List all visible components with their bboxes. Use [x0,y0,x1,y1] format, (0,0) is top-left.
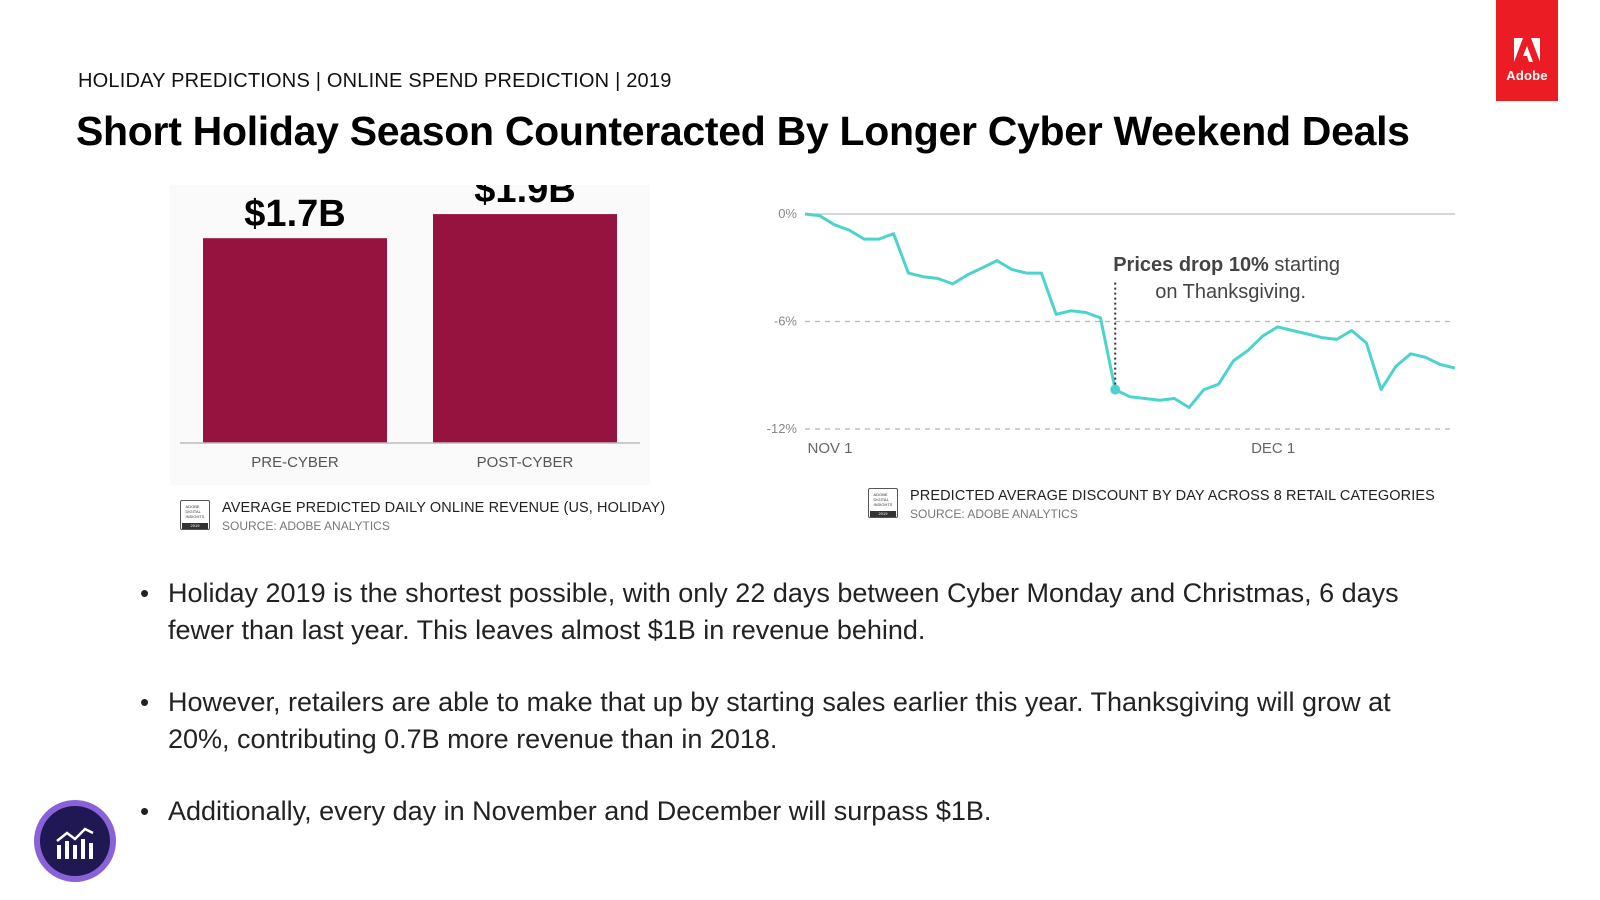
analytics-icon-inner [40,806,110,876]
line-chart: 0% -6% -12% NOV 1 DEC 1 Prices drop 10% start… [767,206,1456,457]
annotation-marker [1110,384,1121,395]
bar-chart-caption-source: SOURCE: ADOBE ANALYTICS [222,519,390,533]
bar-chart-caption-title: AVERAGE PREDICTED DAILY ONLINE REVENUE (… [222,500,666,516]
bar-post-cyber [433,214,617,443]
page-title: Short Holiday Season Counteracted By Lon… [76,108,1410,154]
x-tick-label: NOV 1 [807,440,852,457]
bar-chart-caption: ADOBE DIGITAL INSIGHTS 2019 AVERAGE PREDIC… [180,500,665,533]
bar-value-label: $1.7B [244,193,345,235]
x-tick-label: PRE-CYBER [251,454,339,471]
adobe-a-icon [1514,38,1540,62]
annotation-text-line1: Prices drop 10% starting [1113,254,1340,276]
badge-year: 2019 [870,511,896,517]
bullet-item: • Holiday 2019 is the shortest possible, … [130,575,1430,649]
y-tick-label: -6% [774,314,798,329]
bullet-icon: • [140,578,150,608]
y-tick-label: -12% [767,421,798,436]
bar-value-label: $1.9B [474,185,575,211]
kicker-text: HOLIDAY PREDICTIONS | ONLINE SPEND PREDI… [78,70,672,92]
x-tick-label: POST-CYBER [477,454,574,471]
bullet-icon: • [140,687,150,717]
annotation-text-line2: on Thanksgiving. [1155,281,1306,303]
bar-chart: $1.7B PRE-CYBER $1.9B POST-CYBER [170,185,650,485]
bullet-text: However, retailers are able to make that… [168,687,1391,754]
logo-text: Adobe [1506,68,1548,83]
badge-text: ADOBE DIGITAL INSIGHTS [185,504,205,519]
bar-pre-cyber [203,238,387,443]
annotation-bold: Prices drop 10% [1113,254,1269,276]
bullet-item: • Additionally, every day in November and… [130,793,1430,830]
digital-insights-badge: ADOBE DIGITAL INSIGHTS 2019 [868,488,898,518]
analytics-app-icon [34,800,116,882]
bullet-icon: • [140,796,150,826]
discount-series-line [804,212,1456,409]
adobe-logo: Adobe [1496,0,1558,101]
line-chart-caption-title: PREDICTED AVERAGE DISCOUNT BY DAY ACROSS… [910,488,1435,504]
line-chart-caption-source: SOURCE: ADOBE ANALYTICS [910,507,1078,521]
badge-year: 2019 [182,523,208,529]
y-tick-label: 0% [778,206,797,221]
bullet-text: Holiday 2019 is the shortest possible, w… [168,578,1399,645]
line-chart-caption: ADOBE DIGITAL INSIGHTS 2019 PREDICTED AVER… [868,488,1435,521]
x-tick-label: DEC 1 [1251,440,1295,457]
annotation-rest: starting [1269,254,1340,276]
digital-insights-badge: ADOBE DIGITAL INSIGHTS 2019 [180,500,210,530]
bar-chart-icon [56,827,94,859]
bullet-text: Additionally, every day in November and … [168,796,992,826]
badge-text: ADOBE DIGITAL INSIGHTS [873,492,893,507]
bullet-list: • Holiday 2019 is the shortest possible, … [130,575,1430,865]
bullet-item: • However, retailers are able to make tha… [130,684,1430,758]
